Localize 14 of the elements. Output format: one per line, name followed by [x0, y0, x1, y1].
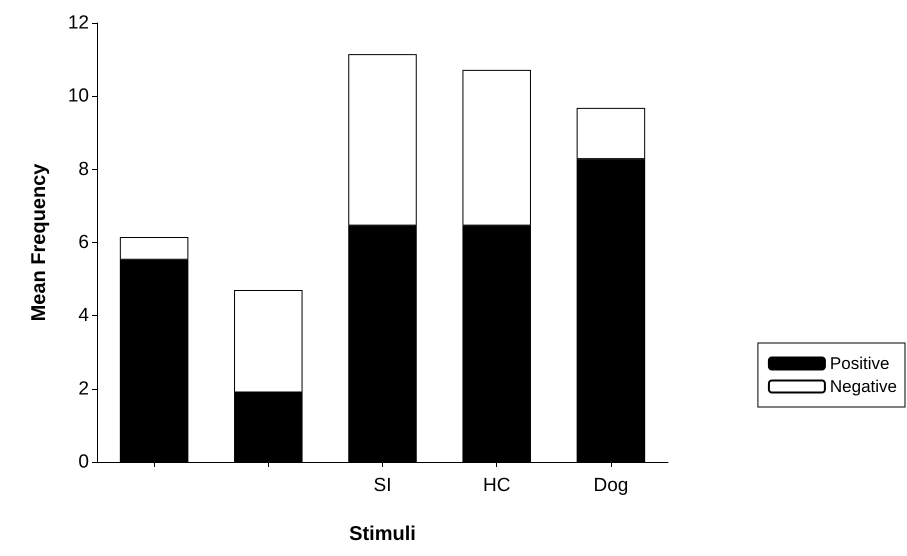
y-tick-label: 2 — [78, 378, 89, 400]
y-tick-label: 8 — [78, 158, 89, 180]
x-axis-title: Stimuli — [349, 523, 416, 545]
legend-label: Positive — [830, 354, 890, 373]
x-tick-label: HC — [482, 475, 510, 496]
y-tick-label: 6 — [78, 232, 89, 253]
y-tick-label: 10 — [68, 86, 89, 107]
x-tick-label: SI — [374, 475, 392, 496]
legend-label: Negative — [830, 377, 898, 396]
x-tick-label: Dog — [593, 475, 628, 496]
y-tick-label: 12 — [68, 12, 89, 34]
y-tick-label: 0 — [78, 452, 89, 472]
y-tick-label: 4 — [78, 305, 90, 326]
y-axis-title: Mean Frequency — [28, 162, 50, 322]
